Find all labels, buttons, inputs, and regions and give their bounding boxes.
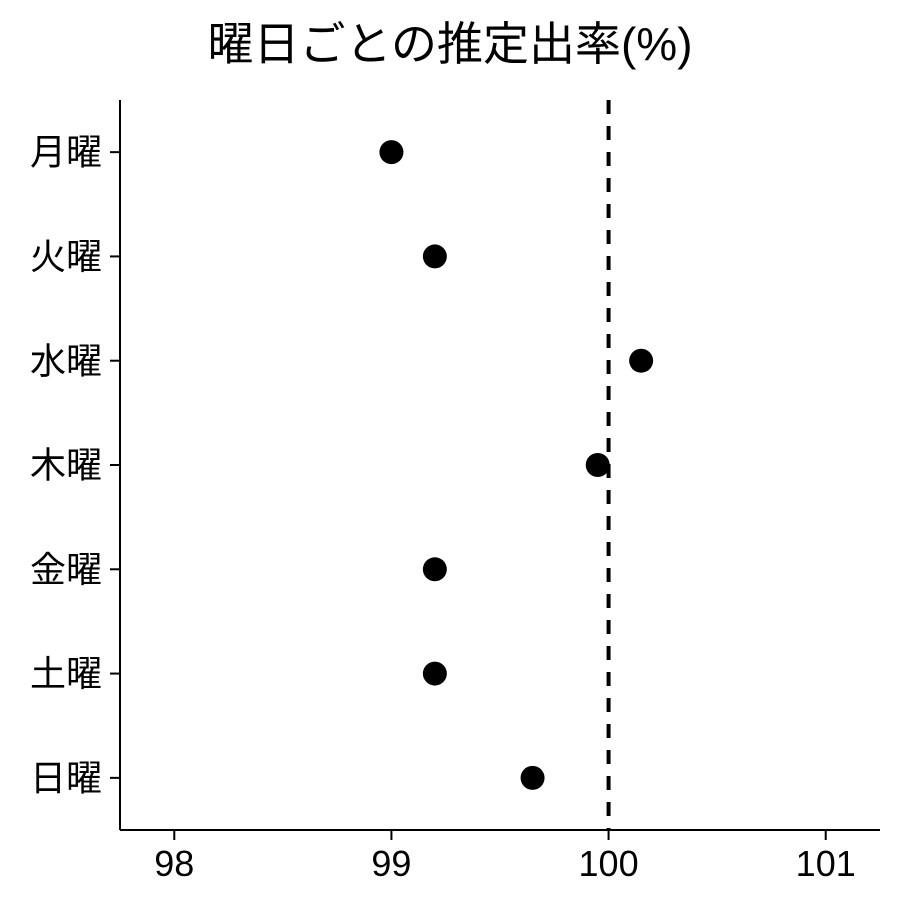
dot-chart: 曜日ごとの推定出率(%) 98 99 100 101 月曜火曜水曜木曜金曜土曜日曜 bbox=[0, 0, 900, 900]
y-tick-label: 月曜 bbox=[30, 132, 102, 173]
chart-background bbox=[0, 0, 900, 900]
data-point bbox=[586, 453, 610, 477]
x-tick-label: 98 bbox=[154, 843, 194, 884]
y-tick-label: 火曜 bbox=[30, 236, 102, 277]
y-tick-label: 金曜 bbox=[30, 549, 102, 590]
y-tick-label: 日曜 bbox=[30, 757, 102, 798]
x-tick-label: 100 bbox=[579, 843, 639, 884]
data-point bbox=[423, 244, 447, 268]
data-point bbox=[423, 557, 447, 581]
data-point bbox=[629, 349, 653, 373]
data-point bbox=[379, 140, 403, 164]
data-point bbox=[521, 766, 545, 790]
y-tick-label: 土曜 bbox=[30, 653, 102, 694]
x-tick-label: 101 bbox=[796, 843, 856, 884]
y-tick-label: 水曜 bbox=[30, 340, 102, 381]
y-tick-label: 木曜 bbox=[30, 445, 102, 486]
data-point bbox=[423, 662, 447, 686]
x-tick-label: 99 bbox=[371, 843, 411, 884]
chart-title: 曜日ごとの推定出率(%) bbox=[207, 18, 692, 70]
